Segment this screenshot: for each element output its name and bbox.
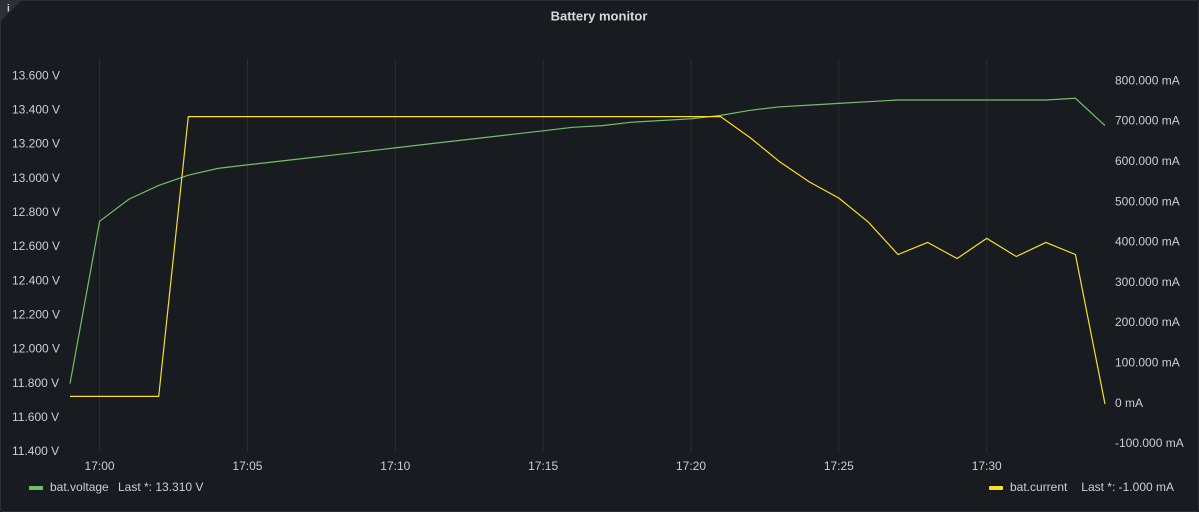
series-line: [70, 116, 1106, 405]
y2-tick-label: 700.000 mA: [1115, 114, 1180, 128]
series-line: [69, 97, 1106, 384]
y-tick-label: 12.600 V: [12, 239, 60, 253]
y-tick-label: 11.800 V: [12, 376, 59, 390]
y2-tick-label: 600.000 mA: [1115, 154, 1180, 168]
x-tick-label: 17:25: [824, 459, 854, 473]
y-tick-label: 11.400 V: [12, 444, 59, 458]
y-tick-label: 13.000 V: [12, 171, 60, 185]
legend-name: bat.current: [1010, 480, 1068, 494]
info-corner: [0, 0, 22, 22]
y-tick-label: 11.600 V: [12, 410, 59, 424]
x-tick-label: 17:20: [676, 459, 706, 473]
plot: [69, 97, 1106, 405]
y2-tick-label: 200.000 mA: [1115, 315, 1180, 329]
y-tick-label: 12.800 V: [12, 205, 60, 219]
y2-tick-label: 0 mA: [1115, 396, 1143, 410]
y-tick-label: 13.600 V: [12, 68, 60, 82]
x-tick-label: 17:00: [85, 459, 115, 473]
info-icon[interactable]: i: [7, 4, 10, 15]
y2-tick-label: -100.000 mA: [1115, 436, 1184, 450]
y2-tick-label: 800.000 mA: [1115, 73, 1180, 87]
x-tick-label: 17:30: [972, 459, 1002, 473]
legend-value: Last *: -1.000 mA: [1081, 480, 1174, 494]
y-tick-label: 12.400 V: [12, 273, 60, 287]
legend-swatch: [29, 486, 43, 490]
grid: [99, 59, 988, 452]
x-tick-label: 17:15: [528, 459, 558, 473]
legend: bat.voltage Last *: 13.310 V bat.current La…: [29, 480, 1174, 494]
y2-tick-label: 100.000 mA: [1115, 355, 1180, 369]
y2-tick-label: 400.000 mA: [1115, 235, 1180, 249]
y2-tick-label: 500.000 mA: [1115, 194, 1180, 208]
y-tick-label: 13.400 V: [12, 102, 60, 116]
y-tick-label: 13.200 V: [12, 137, 60, 151]
legend-name: bat.voltage: [50, 480, 109, 494]
legend-value: Last *: 13.310 V: [118, 480, 203, 494]
axes: 11.400 V 11.600 V 11.800 V 12.000 V 12.200 V…: [12, 68, 1184, 473]
y-tick-label: 12.200 V: [12, 307, 60, 321]
x-tick-label: 17:05: [232, 459, 262, 473]
y-tick-label: 12.000 V: [12, 342, 60, 356]
panel-title: Battery monitor: [551, 8, 648, 23]
legend-swatch: [989, 486, 1003, 490]
x-tick-label: 17:10: [380, 459, 410, 473]
y2-tick-label: 300.000 mA: [1115, 275, 1180, 289]
